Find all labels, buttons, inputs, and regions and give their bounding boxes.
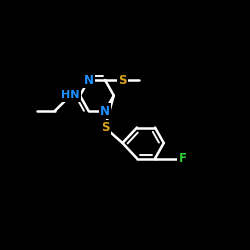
Text: HN: HN (61, 90, 80, 101)
Text: N: N (100, 105, 110, 118)
Text: F: F (178, 152, 186, 165)
Text: S: S (101, 121, 109, 134)
Text: N: N (84, 74, 94, 86)
Text: S: S (118, 74, 127, 86)
